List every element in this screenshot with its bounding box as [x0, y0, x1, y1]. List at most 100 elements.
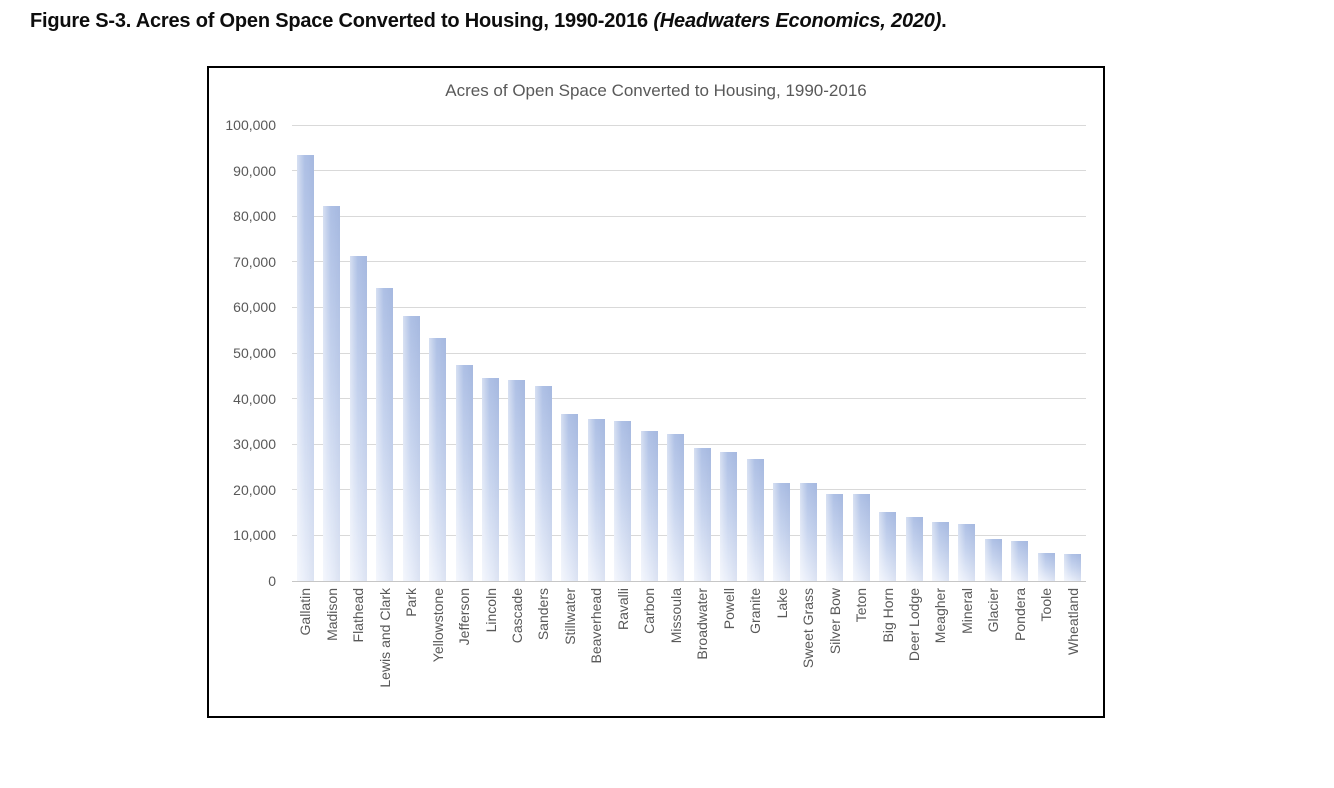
- y-axis-tick-label: 100,000: [225, 117, 276, 133]
- chart-title: Acres of Open Space Converted to Housing…: [445, 81, 867, 100]
- bar: [773, 482, 791, 581]
- gridline: [292, 352, 1086, 354]
- x-axis-line: [292, 580, 1086, 582]
- bar: [455, 364, 473, 581]
- bar: [799, 483, 817, 581]
- category-label-slot: Deer Lodge: [901, 585, 927, 711]
- category-label: Broadwater: [694, 588, 711, 660]
- y-axis-tick-label: 20,000: [233, 481, 276, 498]
- category-label-slot: Stillwater: [557, 585, 583, 711]
- y-axis-tick-label: 0: [268, 573, 276, 589]
- category-label: Sanders: [535, 588, 552, 641]
- y-axis-tick-label: 50,000: [233, 345, 276, 361]
- bar-slot: [980, 125, 1006, 581]
- bar-slot: [901, 125, 927, 581]
- bar-slot: [874, 125, 900, 581]
- bar: [1011, 541, 1029, 581]
- bar-slot: [398, 125, 424, 581]
- gridline: [292, 306, 1086, 308]
- bar: [958, 524, 976, 581]
- bar: [693, 447, 711, 581]
- bar: [482, 377, 500, 581]
- bar-slot: [768, 125, 794, 581]
- chart-frame: Acres of Open Space Converted to Housing…: [207, 66, 1105, 718]
- bar-slot: [927, 125, 953, 581]
- category-label-slot: Carbon: [636, 585, 662, 711]
- bar: [667, 434, 685, 581]
- bar-slot: [954, 125, 980, 581]
- bar: [587, 418, 605, 581]
- category-label: Teton: [853, 588, 870, 623]
- bar: [640, 430, 658, 581]
- category-label-slot: Yellowstone: [424, 585, 450, 711]
- y-axis-tick-label: 90,000: [233, 162, 276, 179]
- category-label: Silver Bow: [826, 588, 843, 655]
- category-label: Lincoln: [482, 588, 499, 633]
- bar: [746, 458, 764, 581]
- bar-slot: [689, 125, 715, 581]
- y-axis-tick-label: 80,000: [233, 208, 276, 225]
- bar-slot: [371, 125, 397, 581]
- bar-slot: [1007, 125, 1033, 581]
- gridline: [292, 261, 1086, 263]
- bar: [349, 255, 367, 581]
- category-label-slot: Sanders: [530, 585, 556, 711]
- y-axis-tick-label: 30,000: [233, 436, 276, 453]
- category-label-slot: Jefferson: [451, 585, 477, 711]
- category-label-slot: Missoula: [663, 585, 689, 711]
- category-label: Granite: [747, 588, 764, 634]
- category-label-slot: Mineral: [954, 585, 980, 711]
- category-label: Yellowstone: [429, 588, 446, 663]
- bar-slot: [557, 125, 583, 581]
- category-label-slot: Gallatin: [292, 585, 318, 711]
- category-label: Ravalli: [614, 588, 631, 631]
- category-label: Gallatin: [297, 588, 314, 636]
- category-label-slot: Flathead: [345, 585, 371, 711]
- bar-slot: [1060, 125, 1086, 581]
- gridline: [292, 398, 1086, 400]
- gridline: [292, 489, 1086, 491]
- category-label: Lake: [773, 588, 790, 619]
- category-label-slot: Lewis and Clark: [371, 585, 397, 711]
- bar-slot: [477, 125, 503, 581]
- bar: [534, 386, 552, 581]
- category-label: Sweet Grass: [800, 588, 817, 669]
- bar-slot: [530, 125, 556, 581]
- bar-slot: [504, 125, 530, 581]
- bar-slot: [795, 125, 821, 581]
- bar: [376, 288, 394, 581]
- category-label-slot: Broadwater: [689, 585, 715, 711]
- bar: [402, 316, 420, 581]
- category-label-slot: Lincoln: [477, 585, 503, 711]
- bar: [931, 522, 949, 581]
- bar: [905, 517, 923, 581]
- y-axis-tick-label: 70,000: [233, 253, 276, 270]
- category-label: Missoula: [667, 588, 684, 644]
- chart-area: Acres of Open Space Converted to Housing…: [209, 68, 1103, 716]
- gridline: [292, 443, 1086, 445]
- bar: [561, 414, 579, 581]
- y-axis-tick-label: 10,000: [233, 527, 276, 544]
- category-label: Cascade: [508, 588, 525, 644]
- bar: [429, 337, 447, 581]
- gridline: [292, 534, 1086, 536]
- y-axis: 100,000 90,000 80,000 70,000 60,000 50,000 40,…: [209, 68, 276, 716]
- category-label: Carbon: [641, 588, 658, 634]
- category-label: Beaverhead: [588, 588, 605, 664]
- bar: [984, 539, 1002, 581]
- category-label-slot: Powell: [716, 585, 742, 711]
- category-label-slot: Wheatland: [1060, 585, 1086, 711]
- bar-slot: [292, 125, 318, 581]
- y-axis-tick-label: 40,000: [233, 390, 276, 407]
- gridline: [292, 170, 1086, 172]
- category-label: Pondera: [1011, 588, 1028, 641]
- bar: [508, 380, 526, 581]
- bar-slot: [636, 125, 662, 581]
- category-label-slot: Toole: [1033, 585, 1059, 711]
- category-label-slot: Ravalli: [610, 585, 636, 711]
- bar: [1064, 553, 1082, 581]
- category-label-slot: Glacier: [980, 585, 1006, 711]
- category-label: Lewis and Clark: [376, 588, 393, 688]
- category-label-slot: Madison: [318, 585, 344, 711]
- y-axis-tick-label: 60,000: [233, 299, 276, 316]
